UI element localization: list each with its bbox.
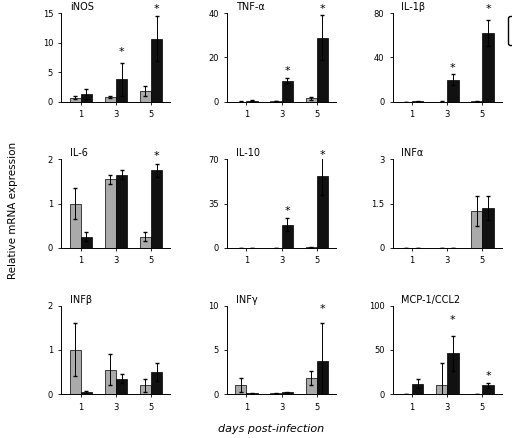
Bar <box>70 98 81 102</box>
Bar <box>70 350 81 394</box>
Bar <box>270 101 282 102</box>
Bar <box>81 237 92 248</box>
Bar <box>482 208 494 248</box>
Legend: Mock, MCMV: Mock, MCMV <box>508 16 512 45</box>
Text: INFβ: INFβ <box>70 295 92 305</box>
Bar <box>317 176 328 248</box>
Bar <box>317 38 328 102</box>
Bar <box>70 204 81 248</box>
Bar <box>246 101 258 102</box>
Text: INFγ: INFγ <box>236 295 258 305</box>
Text: *: * <box>450 315 456 325</box>
Bar <box>306 99 317 102</box>
Bar <box>482 385 494 394</box>
Bar <box>306 378 317 394</box>
Bar <box>104 370 116 394</box>
Bar <box>447 80 459 102</box>
Text: MCP-1/CCL2: MCP-1/CCL2 <box>401 295 461 305</box>
Text: IL-10: IL-10 <box>236 148 260 159</box>
Text: *: * <box>450 63 456 73</box>
Bar <box>81 94 92 102</box>
Bar <box>235 385 246 394</box>
Text: INFα: INFα <box>401 148 424 159</box>
Bar <box>317 360 328 394</box>
Bar <box>482 33 494 102</box>
Text: *: * <box>154 151 160 161</box>
Text: *: * <box>319 150 325 160</box>
Bar <box>116 379 127 394</box>
Bar <box>116 79 127 102</box>
Bar <box>140 237 151 248</box>
Bar <box>151 39 162 102</box>
Text: IL-6: IL-6 <box>70 148 88 159</box>
Bar <box>246 393 258 394</box>
Bar <box>412 384 423 394</box>
Text: iNOS: iNOS <box>70 2 94 12</box>
Bar <box>116 175 127 248</box>
Text: *: * <box>319 304 325 314</box>
Bar <box>282 392 293 394</box>
Text: TNF-α: TNF-α <box>236 2 265 12</box>
Text: *: * <box>119 47 124 57</box>
Bar <box>81 392 92 394</box>
Bar <box>447 353 459 394</box>
Text: *: * <box>284 206 290 216</box>
Text: *: * <box>319 4 325 14</box>
Text: Relative mRNA expression: Relative mRNA expression <box>8 141 18 279</box>
Bar <box>282 81 293 102</box>
Bar <box>270 393 282 394</box>
Text: *: * <box>485 4 491 14</box>
Bar <box>151 170 162 248</box>
Text: *: * <box>485 371 491 381</box>
Bar <box>104 179 116 248</box>
Text: IL-1β: IL-1β <box>401 2 425 12</box>
Bar <box>140 91 151 102</box>
Text: *: * <box>284 66 290 76</box>
Bar <box>306 247 317 248</box>
Bar <box>471 211 482 248</box>
Bar <box>436 385 447 394</box>
Bar <box>140 385 151 394</box>
Bar <box>151 372 162 394</box>
Text: days post-infection: days post-infection <box>218 424 325 434</box>
Bar <box>282 225 293 248</box>
Text: *: * <box>154 4 160 14</box>
Bar <box>104 97 116 102</box>
